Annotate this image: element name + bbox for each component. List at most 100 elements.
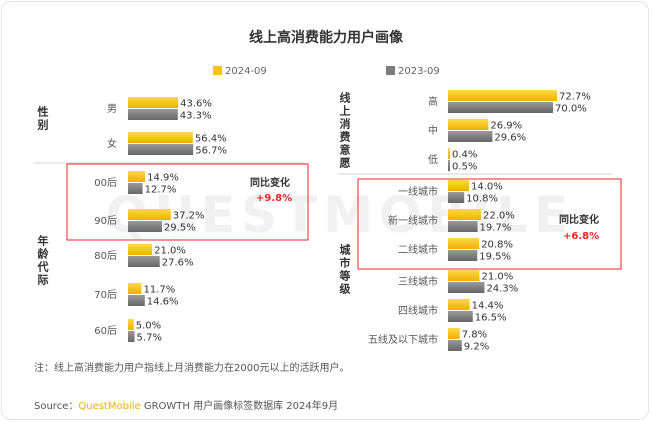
value-label-2024-1: 26.9% — [490, 121, 522, 132]
bar-group-2: 低 0.4%0.5% — [428, 148, 477, 173]
source-line: Source：QuestMobile GROWTH 用户画像标签数据库 2024… — [34, 399, 338, 412]
category-label-2: 低 — [428, 153, 438, 166]
value-label-2023-3: 29.5% — [164, 223, 196, 234]
source-brand: QuestMobile — [78, 401, 140, 412]
bar-2024-6 — [128, 319, 134, 330]
group-label-1: 城市等级 — [339, 243, 352, 296]
bar-2024-8 — [448, 328, 460, 339]
footnote: 注：线上高消费能力用户指线上月消费能力在2000元以上的活跃用户。 — [34, 361, 349, 374]
value-label-2023-7: 16.5% — [475, 313, 507, 324]
bar-2023-1 — [128, 144, 194, 155]
bar-group-6: 60后 5.0%5.7% — [94, 319, 162, 344]
value-label-2024-8: 7.8% — [462, 330, 487, 341]
value-label-2023-6: 24.3% — [486, 284, 518, 295]
legend-swatch-2024 — [213, 66, 222, 75]
bar-group-8: 五线及以下城市 7.8%9.2% — [368, 328, 489, 353]
value-label-2024-3: 14.0% — [471, 182, 503, 193]
legend: 2024-09 2023-09 — [213, 66, 440, 77]
callout-value-right: +6.8% — [563, 231, 599, 242]
bar-2023-3 — [128, 221, 162, 232]
bar-2023-6 — [448, 282, 485, 293]
category-label-8: 五线及以下城市 — [368, 333, 438, 346]
source-rest: GROWTH 用户画像标签数据库 2024年9月 — [141, 399, 338, 412]
watermark: QUESTMOBILE — [106, 186, 574, 244]
chart-title: 线上高消费能力用户画像 — [249, 29, 404, 46]
value-label-2023-5: 14.6% — [147, 297, 179, 308]
value-label-2024-4: 21.0% — [154, 246, 186, 257]
bar-group-4: 80后 21.0%27.6% — [94, 244, 194, 269]
legend-swatch-2023 — [386, 66, 395, 75]
category-label-2: 00后 — [94, 177, 117, 189]
value-label-2023-1: 56.7% — [195, 146, 227, 157]
category-label-3: 90后 — [94, 215, 117, 227]
bar-2024-7 — [448, 299, 470, 310]
category-label-0: 男 — [107, 103, 117, 115]
bar-2024-0 — [448, 90, 558, 101]
bar-group-5: 70后 11.7%14.6% — [94, 283, 179, 308]
bar-group-3: 90后 37.2%29.5% — [94, 209, 205, 234]
callout-box-left — [66, 163, 309, 241]
bar-2023-1 — [448, 131, 493, 142]
bar-2024-1 — [448, 119, 489, 130]
value-label-2024-6: 21.0% — [482, 272, 514, 283]
bar-2023-2 — [448, 160, 450, 171]
category-label-5: 二线城市 — [398, 243, 438, 256]
bar-2023-5 — [128, 295, 145, 306]
value-label-2024-1: 56.4% — [195, 134, 227, 145]
bar-2024-6 — [448, 270, 480, 281]
source-prefix: Source： — [34, 401, 78, 412]
category-label-3: 一线城市 — [398, 185, 438, 198]
bar-2024-4 — [448, 209, 481, 220]
bar-2023-4 — [128, 256, 160, 267]
value-label-2023-0: 43.3% — [180, 111, 212, 122]
bar-2024-3 — [128, 209, 171, 220]
bar-group-1: 中 26.9%29.6% — [428, 119, 526, 144]
callout-value-left: +9.8% — [256, 193, 292, 204]
bar-group-5: 二线城市 20.8%19.5% — [398, 238, 513, 263]
bar-2024-5 — [128, 283, 142, 294]
bar-group-6: 三线城市 21.0%24.3% — [398, 270, 518, 295]
bar-2024-0 — [128, 97, 179, 108]
value-label-2023-8: 9.2% — [464, 342, 489, 353]
category-label-5: 70后 — [94, 289, 117, 301]
value-label-2024-6: 5.0% — [136, 321, 161, 332]
bar-2024-5 — [448, 238, 480, 249]
value-label-2024-5: 11.7% — [143, 285, 175, 296]
group-label-1: 年龄代际 — [37, 234, 50, 287]
bar-group-1: 女 56.4%56.7% — [107, 132, 227, 157]
bar-2023-4 — [448, 221, 478, 232]
category-label-1: 中 — [428, 124, 438, 137]
category-label-4: 新一线城市 — [388, 214, 438, 227]
bar-2023-5 — [448, 250, 478, 261]
value-label-2023-0: 70.0% — [555, 104, 587, 115]
bar-2023-3 — [448, 192, 465, 203]
value-label-2024-3: 37.2% — [173, 211, 205, 222]
bar-2024-2 — [448, 148, 450, 159]
value-label-2023-4: 19.7% — [480, 223, 512, 234]
bar-2023-7 — [448, 311, 473, 322]
value-label-2024-0: 72.7% — [559, 92, 591, 103]
bar-2024-3 — [448, 180, 469, 191]
group-label-0: 线上消费意愿 — [340, 91, 351, 170]
category-label-4: 80后 — [94, 250, 117, 262]
value-label-2023-2: 0.5% — [452, 162, 477, 173]
value-label-2023-3: 10.8% — [466, 194, 498, 205]
value-label-2023-2: 12.7% — [145, 185, 177, 196]
value-label-2023-6: 5.7% — [137, 333, 162, 344]
callout-label-left: 同比变化 — [250, 176, 290, 189]
callout-box-right — [357, 178, 622, 270]
value-label-2024-7: 14.4% — [472, 301, 504, 312]
bar-2023-0 — [448, 102, 553, 113]
value-label-2023-1: 29.6% — [494, 133, 526, 144]
bar-group-2: 00后 14.9%12.7% — [94, 171, 179, 196]
bar-group-0: 男 43.6%43.3% — [107, 97, 212, 122]
bar-2023-2 — [128, 183, 143, 194]
bar-2023-8 — [448, 340, 462, 351]
group-label-0: 性别 — [37, 105, 49, 132]
category-label-0: 高 — [428, 95, 438, 108]
category-label-6: 60后 — [94, 325, 117, 337]
callout-label-right: 同比变化 — [559, 213, 599, 226]
bar-group-7: 四线城市 14.4%16.5% — [398, 299, 507, 324]
